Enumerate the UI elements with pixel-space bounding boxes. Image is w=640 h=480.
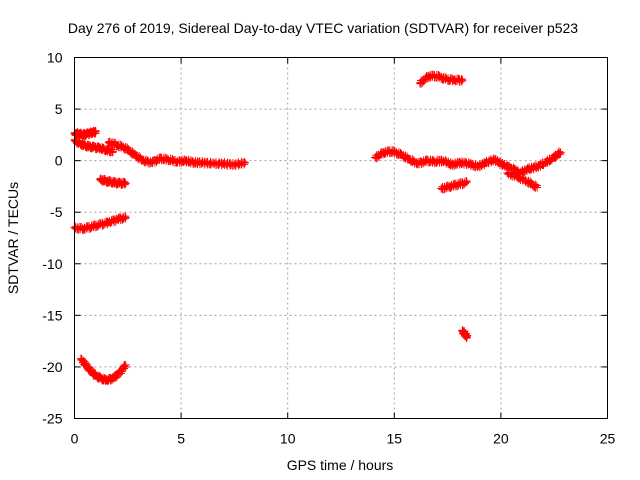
series-arc-4 [96,174,130,189]
series-arc-3 [104,137,250,171]
y-tick-label: 10 [47,50,63,66]
x-tick-label: 15 [387,431,403,447]
x-tick-label: 0 [71,431,79,447]
data-point [556,148,565,157]
data-point [121,179,130,188]
y-axis: -25 -20 -15 -10 -5 0 5 10 [42,50,608,427]
series-arc-1 [70,135,117,157]
data-point [462,178,471,187]
data-marker [240,160,249,169]
data-point [121,360,130,369]
data-point [91,127,100,136]
data-marker [527,178,536,187]
data-point [121,213,130,222]
series-arc-8 [415,70,467,88]
series-arc-7 [371,146,565,179]
y-tick-label: 0 [55,153,63,169]
data-marker [419,77,428,86]
y-tick-label: -10 [42,256,62,272]
data-marker [120,178,129,187]
y-axis-label: SDTVAR / TECUs [5,182,21,294]
series-arc-5 [70,212,130,235]
data-point [241,158,250,167]
chart-title: Day 276 of 2019, Sidereal Day-to-day VTE… [68,20,578,36]
data-marker [519,174,528,183]
y-tick-label: -20 [42,359,62,375]
y-tick-label: -15 [42,307,62,323]
x-tick-label: 5 [177,431,185,447]
x-axis-label: GPS time / hours [287,457,394,473]
x-tick-label: 25 [600,431,616,447]
data-point [458,76,467,85]
plot-frame [74,57,608,419]
x-tick-label: 20 [493,431,509,447]
y-tick-label: -25 [42,411,62,427]
series-arc-10 [503,168,542,192]
x-tick-label: 10 [280,431,296,447]
data-marker [374,152,383,161]
data-marker [119,362,128,371]
y-tick-label: -5 [50,204,63,220]
data-point [533,183,542,192]
data-marker [131,150,140,159]
series-arc-11 [458,326,472,343]
series-arc-6 [76,354,130,386]
grid [74,57,608,419]
series-arc-9 [437,176,471,194]
data-point [462,333,471,342]
y-tick-label: 5 [55,101,63,117]
x-axis: 0 5 10 15 20 25 [71,57,616,447]
data-marker [222,160,231,169]
